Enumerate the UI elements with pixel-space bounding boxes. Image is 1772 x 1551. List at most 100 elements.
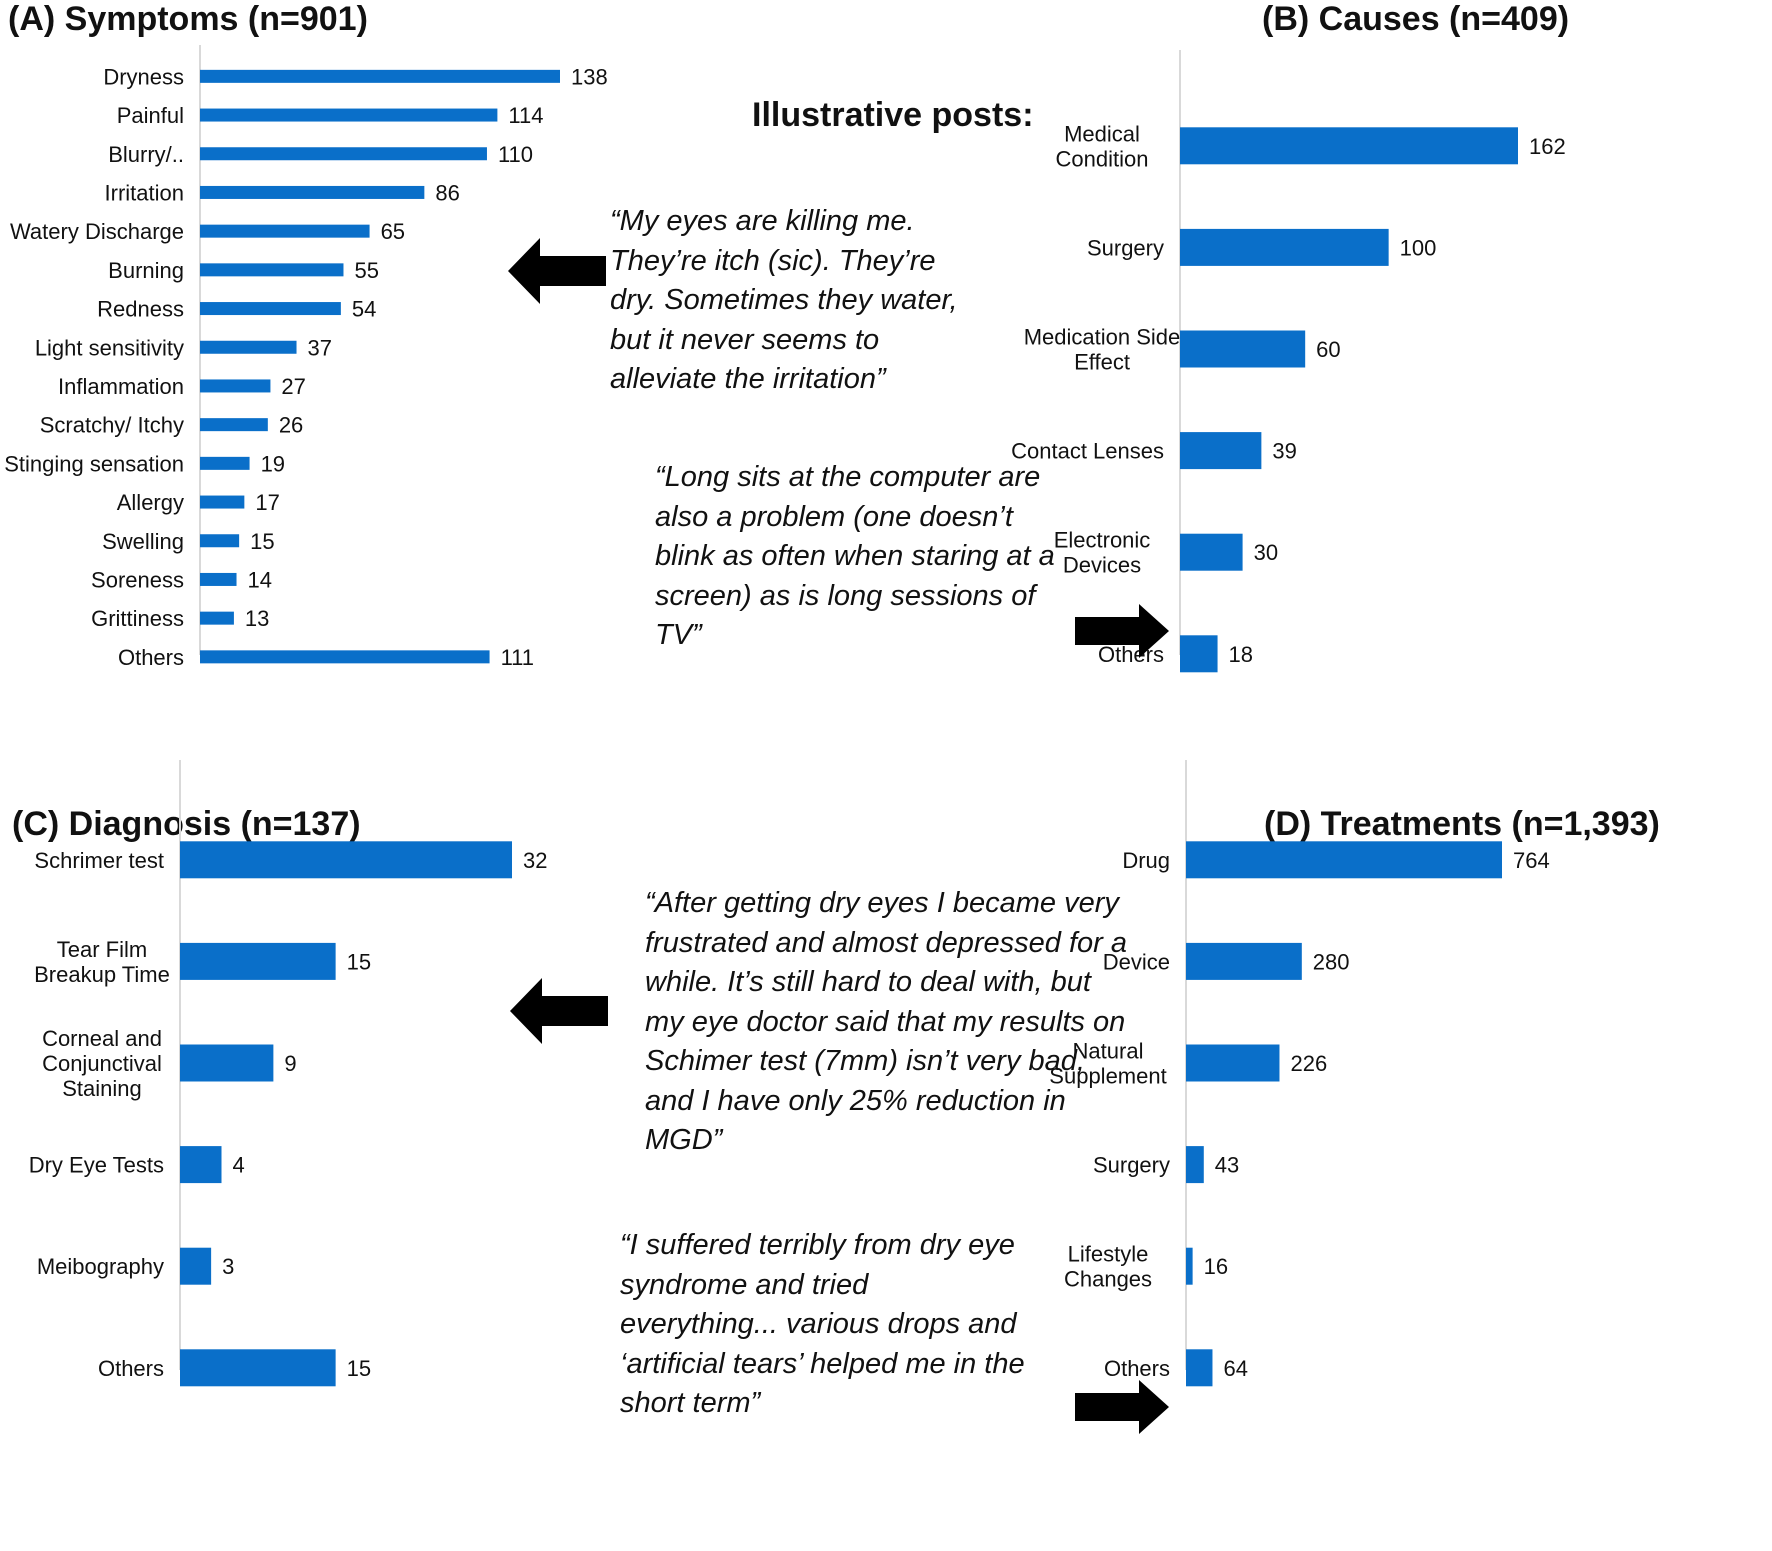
- value-label: 100: [1400, 235, 1437, 260]
- diagnosis-bar-chart: 32 Schrimer test 15 Tear Film Breakup Time 9 C…: [29, 760, 547, 1387]
- category-label: Stinging sensation: [4, 451, 184, 476]
- panel-title-symptoms: (A) Symptoms (n=901): [8, 0, 368, 38]
- category-label: Drug: [1122, 848, 1170, 873]
- value-label: 43: [1215, 1153, 1239, 1178]
- bar-diagnosis-2: [180, 1044, 274, 1082]
- quote-diagnosis: “After getting dry eyes I became very fr…: [645, 887, 1127, 1156]
- bar-treatments-4: [1186, 1247, 1193, 1285]
- value-label: 764: [1513, 848, 1550, 873]
- bar-treatments-1: [1186, 942, 1302, 980]
- category-label: Scratchy/ Itchy: [40, 413, 184, 438]
- value-label: 19: [261, 451, 285, 476]
- value-label: 3: [222, 1254, 234, 1279]
- symptoms-bar-chart: 138 Dryness 114 Painful 110 Blurry/.. 86 Irrita…: [4, 45, 608, 670]
- bar-symptoms-9: [200, 418, 268, 432]
- value-label: 111: [501, 645, 534, 670]
- bar-causes-5: [1180, 635, 1218, 673]
- category-label: Medication Side Effect: [1024, 325, 1181, 375]
- category-label: Allergy: [117, 490, 184, 515]
- quote-symptoms: “My eyes are killing me. They’re itch (s…: [610, 205, 958, 395]
- value-label: 15: [347, 1356, 371, 1381]
- bar-treatments-0: [1186, 841, 1502, 879]
- value-label: 55: [354, 258, 378, 283]
- panel-title-diagnosis: (C) Diagnosis (n=137): [12, 805, 361, 843]
- value-label: 37: [308, 335, 332, 360]
- bar-diagnosis-3: [180, 1146, 222, 1184]
- value-label: 162: [1529, 134, 1566, 159]
- value-label: 15: [347, 949, 371, 974]
- category-label: Surgery: [1093, 1153, 1170, 1178]
- value-label: 30: [1254, 540, 1278, 565]
- value-label: 39: [1272, 439, 1296, 464]
- bar-symptoms-5: [200, 263, 344, 277]
- category-label: Corneal and Conjunctival Staining: [42, 1026, 162, 1101]
- bar-causes-1: [1180, 228, 1389, 266]
- category-label: Medical Condition: [1056, 121, 1149, 171]
- category-label: Natural Supplement: [1049, 1039, 1166, 1089]
- value-label: 14: [248, 567, 272, 592]
- category-label: Dry Eye Tests: [29, 1153, 164, 1178]
- bar-causes-2: [1180, 330, 1306, 368]
- value-label: 60: [1316, 337, 1340, 362]
- value-label: 54: [352, 297, 376, 322]
- arrow-left-icon: [510, 978, 608, 1044]
- value-label: 110: [498, 142, 533, 167]
- causes-bar-chart: 162 Medical Condition 100 Surgery 60 Medicatio…: [1011, 50, 1566, 673]
- category-label: Contact Lenses: [1011, 439, 1164, 464]
- treatments-bar-chart: 764 Drug 280 Device 226 Natural Supplement 43 Su…: [1049, 760, 1550, 1387]
- category-label: Blurry/..: [108, 142, 184, 167]
- value-label: 64: [1223, 1356, 1247, 1381]
- category-label: Tear Film Breakup Time: [34, 937, 170, 987]
- category-label: Schrimer test: [34, 848, 164, 873]
- value-label: 13: [245, 606, 269, 631]
- value-label: 18: [1229, 642, 1253, 667]
- value-label: 280: [1313, 949, 1350, 974]
- bar-diagnosis-1: [180, 942, 336, 980]
- bar-symptoms-8: [200, 379, 271, 393]
- category-label: Inflammation: [58, 374, 184, 399]
- value-label: 17: [255, 490, 279, 515]
- category-label: Grittiness: [91, 606, 184, 631]
- bar-symptoms-4: [200, 224, 370, 238]
- bar-causes-4: [1180, 533, 1243, 571]
- category-label: Lifestyle Changes: [1064, 1242, 1152, 1292]
- category-label: Light sensitivity: [35, 335, 184, 360]
- arrow-right-icon: [1075, 604, 1169, 658]
- bar-symptoms-1: [200, 108, 498, 122]
- quote-treatments: “I suffered terribly from dry eye syndro…: [620, 1229, 1025, 1419]
- bar-symptoms-15: [200, 650, 490, 664]
- value-label: 15: [250, 529, 274, 554]
- quote-causes: “Long sits at the computer are also a pr…: [655, 461, 1055, 651]
- bar-symptoms-11: [200, 495, 245, 509]
- category-label: Soreness: [91, 567, 184, 592]
- category-label: Device: [1103, 949, 1170, 974]
- value-label: 4: [233, 1153, 245, 1178]
- bar-treatments-5: [1186, 1349, 1213, 1387]
- arrow-right-icon: [1075, 1380, 1169, 1434]
- category-label: Others: [1104, 1356, 1170, 1381]
- bar-causes-3: [1180, 432, 1262, 470]
- category-label: Others: [1098, 642, 1164, 667]
- arrow-left-icon: [508, 238, 606, 304]
- bar-diagnosis-0: [180, 841, 512, 879]
- bar-symptoms-6: [200, 302, 341, 316]
- value-label: 226: [1290, 1051, 1327, 1076]
- bar-treatments-3: [1186, 1146, 1204, 1184]
- category-label: Electronic Devices: [1054, 528, 1151, 578]
- value-label: 32: [523, 848, 547, 873]
- category-label: Painful: [117, 103, 184, 128]
- bar-symptoms-10: [200, 456, 250, 470]
- bar-diagnosis-5: [180, 1349, 336, 1387]
- category-label: Others: [118, 645, 184, 670]
- value-label: 114: [508, 103, 543, 128]
- category-label: Surgery: [1087, 235, 1164, 260]
- category-label: Redness: [97, 297, 184, 322]
- bar-symptoms-12: [200, 534, 240, 548]
- category-label: Others: [98, 1356, 164, 1381]
- panel-title-treatments: (D) Treatments (n=1,393): [1264, 805, 1660, 843]
- panel-title-causes: (B) Causes (n=409): [1262, 0, 1570, 38]
- value-label: 9: [284, 1051, 296, 1076]
- bar-causes-0: [1180, 127, 1518, 165]
- illustrative-posts-heading: Illustrative posts:: [752, 96, 1034, 134]
- value-label: 27: [281, 374, 305, 399]
